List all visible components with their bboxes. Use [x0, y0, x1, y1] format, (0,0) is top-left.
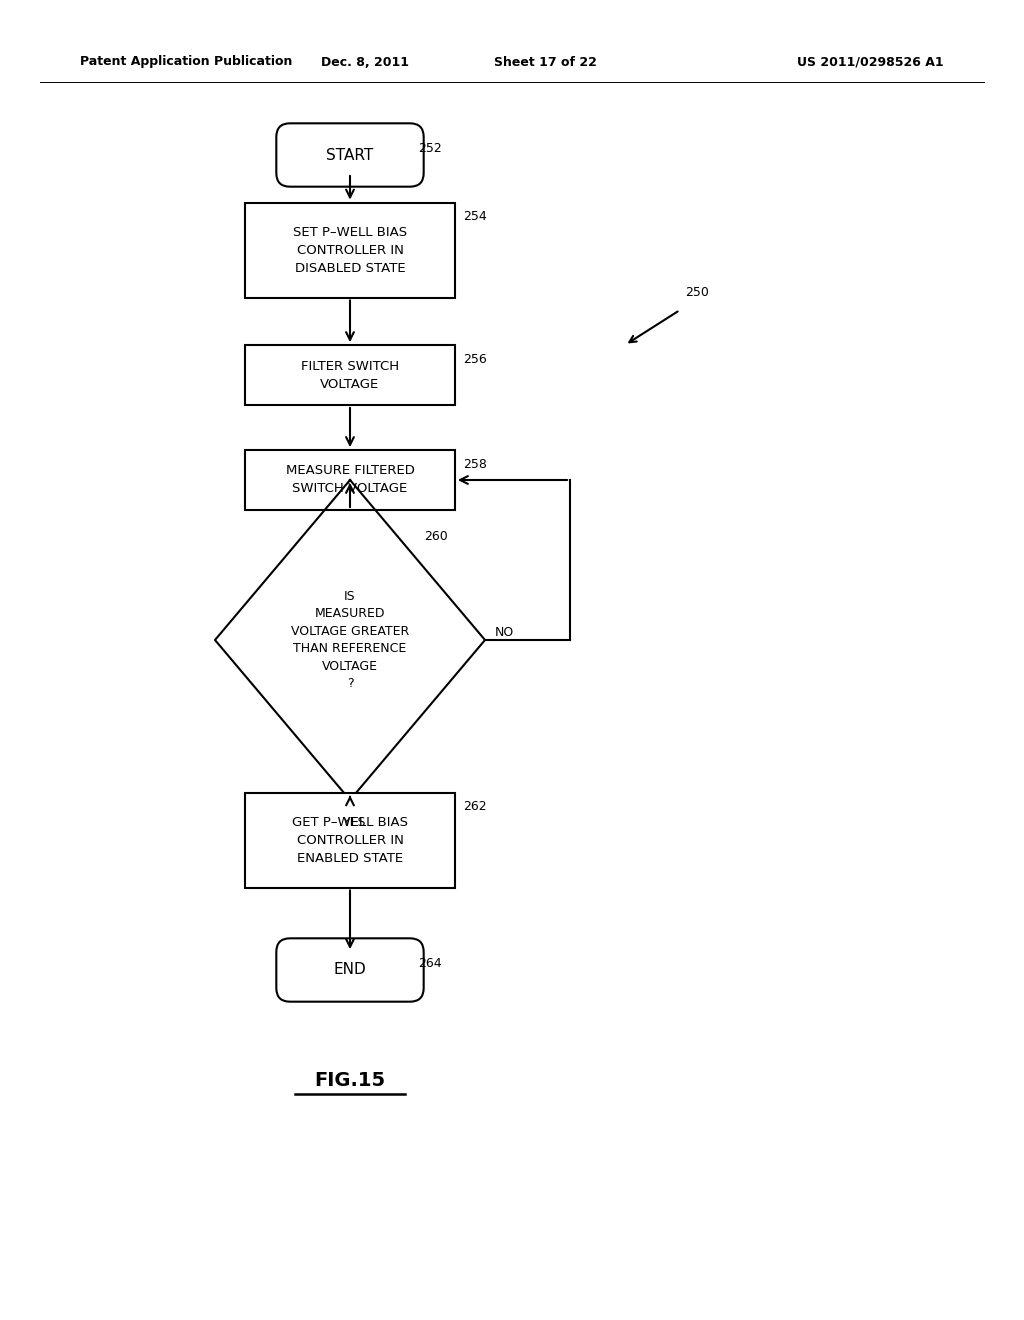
Text: 252: 252 — [418, 143, 441, 154]
Text: FILTER SWITCH
VOLTAGE: FILTER SWITCH VOLTAGE — [301, 359, 399, 391]
Text: 262: 262 — [463, 800, 486, 813]
Text: GET P–WELL BIAS
CONTROLLER IN
ENABLED STATE: GET P–WELL BIAS CONTROLLER IN ENABLED ST… — [292, 816, 408, 865]
FancyBboxPatch shape — [276, 123, 424, 186]
Text: 258: 258 — [463, 458, 486, 471]
Text: END: END — [334, 962, 367, 978]
Text: SET P–WELL BIAS
CONTROLLER IN
DISABLED STATE: SET P–WELL BIAS CONTROLLER IN DISABLED S… — [293, 226, 408, 275]
Text: MEASURE FILTERED
SWITCH VOLTAGE: MEASURE FILTERED SWITCH VOLTAGE — [286, 465, 415, 495]
Text: YES: YES — [343, 816, 367, 829]
Bar — [245, 792, 455, 887]
Bar — [245, 450, 455, 510]
Text: NO: NO — [495, 626, 514, 639]
Text: FIG.15: FIG.15 — [314, 1071, 386, 1089]
Text: IS
MEASURED
VOLTAGE GREATER
THAN REFERENCE
VOLTAGE
?: IS MEASURED VOLTAGE GREATER THAN REFEREN… — [291, 590, 410, 690]
Text: 256: 256 — [463, 352, 486, 366]
Text: 254: 254 — [463, 210, 486, 223]
Bar — [245, 202, 455, 297]
Text: 264: 264 — [418, 957, 441, 970]
Text: Sheet 17 of 22: Sheet 17 of 22 — [494, 55, 596, 69]
Text: 250: 250 — [685, 285, 709, 298]
Text: Dec. 8, 2011: Dec. 8, 2011 — [321, 55, 409, 69]
Text: Patent Application Publication: Patent Application Publication — [80, 55, 293, 69]
Text: START: START — [327, 148, 374, 162]
Bar — [245, 345, 455, 405]
Text: US 2011/0298526 A1: US 2011/0298526 A1 — [797, 55, 943, 69]
Text: 260: 260 — [424, 529, 449, 543]
FancyBboxPatch shape — [276, 939, 424, 1002]
Polygon shape — [215, 480, 485, 800]
